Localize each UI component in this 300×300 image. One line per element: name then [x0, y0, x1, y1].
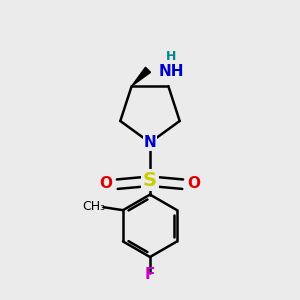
- Text: O: O: [188, 176, 200, 191]
- Text: H: H: [166, 50, 176, 64]
- Text: N: N: [144, 135, 156, 150]
- Text: CH₃: CH₃: [82, 200, 106, 213]
- Polygon shape: [132, 67, 151, 86]
- Text: S: S: [143, 171, 157, 190]
- Text: O: O: [100, 176, 112, 191]
- Text: F: F: [145, 267, 155, 282]
- Text: NH: NH: [158, 64, 184, 79]
